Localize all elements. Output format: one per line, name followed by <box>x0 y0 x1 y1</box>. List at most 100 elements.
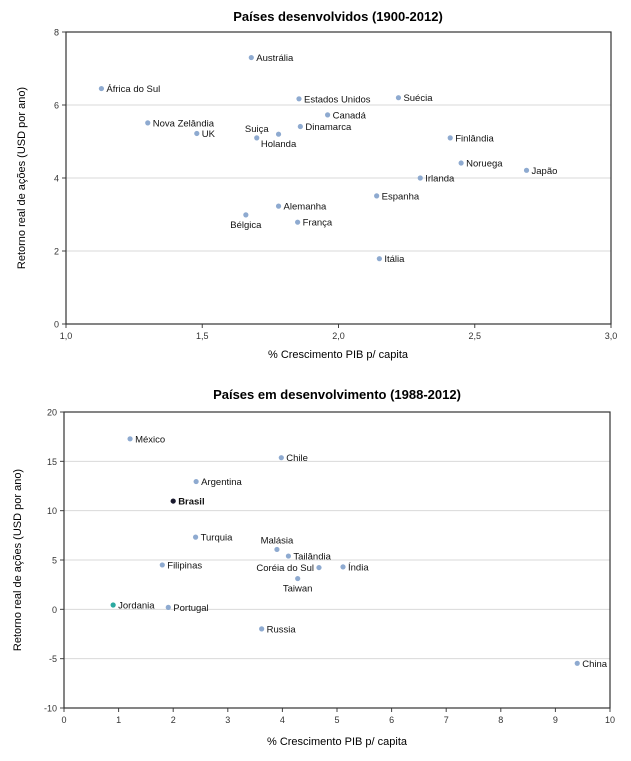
data-point <box>275 203 282 209</box>
data-point <box>523 167 530 173</box>
data-label: Filipinas <box>167 560 202 571</box>
data-point <box>275 131 282 137</box>
data-point <box>374 193 380 199</box>
data-label: Tailândia <box>293 552 331 563</box>
data-label: Espanha <box>382 191 420 202</box>
data-label: Canadá <box>333 110 367 121</box>
x-tick-label: 8 <box>498 715 503 725</box>
data-label: Alemanha <box>284 202 327 213</box>
data-point <box>295 575 301 582</box>
y-tick-label: 0 <box>54 320 59 330</box>
y-tick-label: -10 <box>44 704 57 714</box>
data-label: Holanda <box>261 139 297 150</box>
data-point <box>376 256 382 262</box>
x-tick-label: 1,5 <box>196 331 209 341</box>
data-label: Estados Unidos <box>304 94 371 105</box>
y-tick-label: 0 <box>52 605 57 615</box>
data-point <box>395 95 402 101</box>
x-tick-label: 10 <box>605 715 615 725</box>
x-tick-label: 6 <box>389 715 394 725</box>
x-tick-label: 9 <box>553 715 558 725</box>
y-tick-label: 4 <box>54 174 59 184</box>
x-tick-label: 2,5 <box>468 331 481 341</box>
data-label: Portugal <box>173 603 208 614</box>
data-label: Argentina <box>201 477 242 488</box>
data-point <box>145 120 151 126</box>
y-tick-label: 20 <box>47 408 57 418</box>
data-point <box>170 498 176 504</box>
data-point <box>285 553 292 559</box>
data-point <box>340 564 346 570</box>
chart-developed-countries: Países desenvolvidos (1900-2012) Retorno… <box>16 9 617 361</box>
data-point <box>325 112 331 118</box>
data-point <box>192 534 199 540</box>
data-label: Coréia do Sul <box>256 563 314 574</box>
plot-area <box>63 411 611 709</box>
data-point <box>447 135 453 141</box>
data-label: Brasil <box>178 497 204 508</box>
data-point <box>316 564 322 571</box>
data-point <box>159 562 165 568</box>
x-tick-label: 0 <box>61 715 66 725</box>
data-label: Nova Zelândia <box>153 118 215 129</box>
data-label: França <box>303 218 333 229</box>
data-label: Jordania <box>118 600 155 611</box>
data-point <box>194 130 200 137</box>
data-label: UK <box>202 129 216 140</box>
data-point <box>574 660 580 666</box>
data-label: Taiwan <box>283 584 313 595</box>
data-point <box>254 135 260 141</box>
data-label: Malásia <box>261 535 294 546</box>
data-label: Russia <box>267 624 297 635</box>
data-label: Japão <box>532 166 558 177</box>
chart-title: Países em desenvolvimento (1988-2012) <box>213 387 461 402</box>
y-axis-label: Retorno real de ações (USD por ano) <box>12 469 24 651</box>
data-point <box>295 219 301 225</box>
x-axis-label: % Crescimento PIB p/ capita <box>268 349 409 361</box>
data-point <box>297 123 303 130</box>
x-tick-label: 3 <box>225 715 230 725</box>
y-axis-label: Retorno real de ações (USD por ano) <box>16 87 28 269</box>
data-label: Noruega <box>466 159 503 170</box>
y-tick-label: -5 <box>49 654 57 664</box>
data-point <box>127 436 133 442</box>
x-tick-label: 3,0 <box>605 331 618 341</box>
x-tick-label: 4 <box>280 715 285 725</box>
data-label: China <box>582 659 608 670</box>
data-point <box>259 626 265 632</box>
chart-developing-countries: Países em desenvolvimento (1988-2012) Re… <box>12 387 615 748</box>
y-tick-label: 10 <box>47 506 57 516</box>
data-point <box>243 212 249 218</box>
data-label: Irlanda <box>425 174 455 185</box>
data-label: México <box>135 434 165 445</box>
data-point <box>417 175 423 181</box>
x-tick-label: 5 <box>334 715 339 725</box>
data-point <box>274 546 280 553</box>
data-label: Suécia <box>403 93 433 104</box>
data-point <box>458 160 464 166</box>
data-label: África do Sul <box>106 84 160 95</box>
y-tick-label: 15 <box>47 457 57 467</box>
data-label: Índia <box>348 562 369 573</box>
chart-title: Países desenvolvidos (1900-2012) <box>233 9 443 24</box>
plot-area <box>65 31 612 325</box>
y-tick-label: 8 <box>54 28 59 38</box>
x-tick-label: 1,0 <box>60 331 73 341</box>
data-point <box>98 85 105 92</box>
data-point <box>165 604 171 610</box>
x-tick-label: 7 <box>444 715 449 725</box>
x-tick-label: 2 <box>171 715 176 725</box>
x-tick-label: 2,0 <box>332 331 345 341</box>
y-tick-label: 6 <box>54 101 59 111</box>
data-label: Dinamarca <box>305 122 352 133</box>
data-point <box>278 455 284 461</box>
data-label: Suiça <box>245 124 269 135</box>
data-point <box>110 602 116 608</box>
data-label: Austrália <box>256 53 294 64</box>
x-tick-label: 1 <box>116 715 121 725</box>
data-point <box>296 96 302 102</box>
x-axis-label: % Crescimento PIB p/ capita <box>267 736 408 748</box>
data-label: Finlândia <box>455 133 494 144</box>
data-label: Itália <box>384 254 405 265</box>
